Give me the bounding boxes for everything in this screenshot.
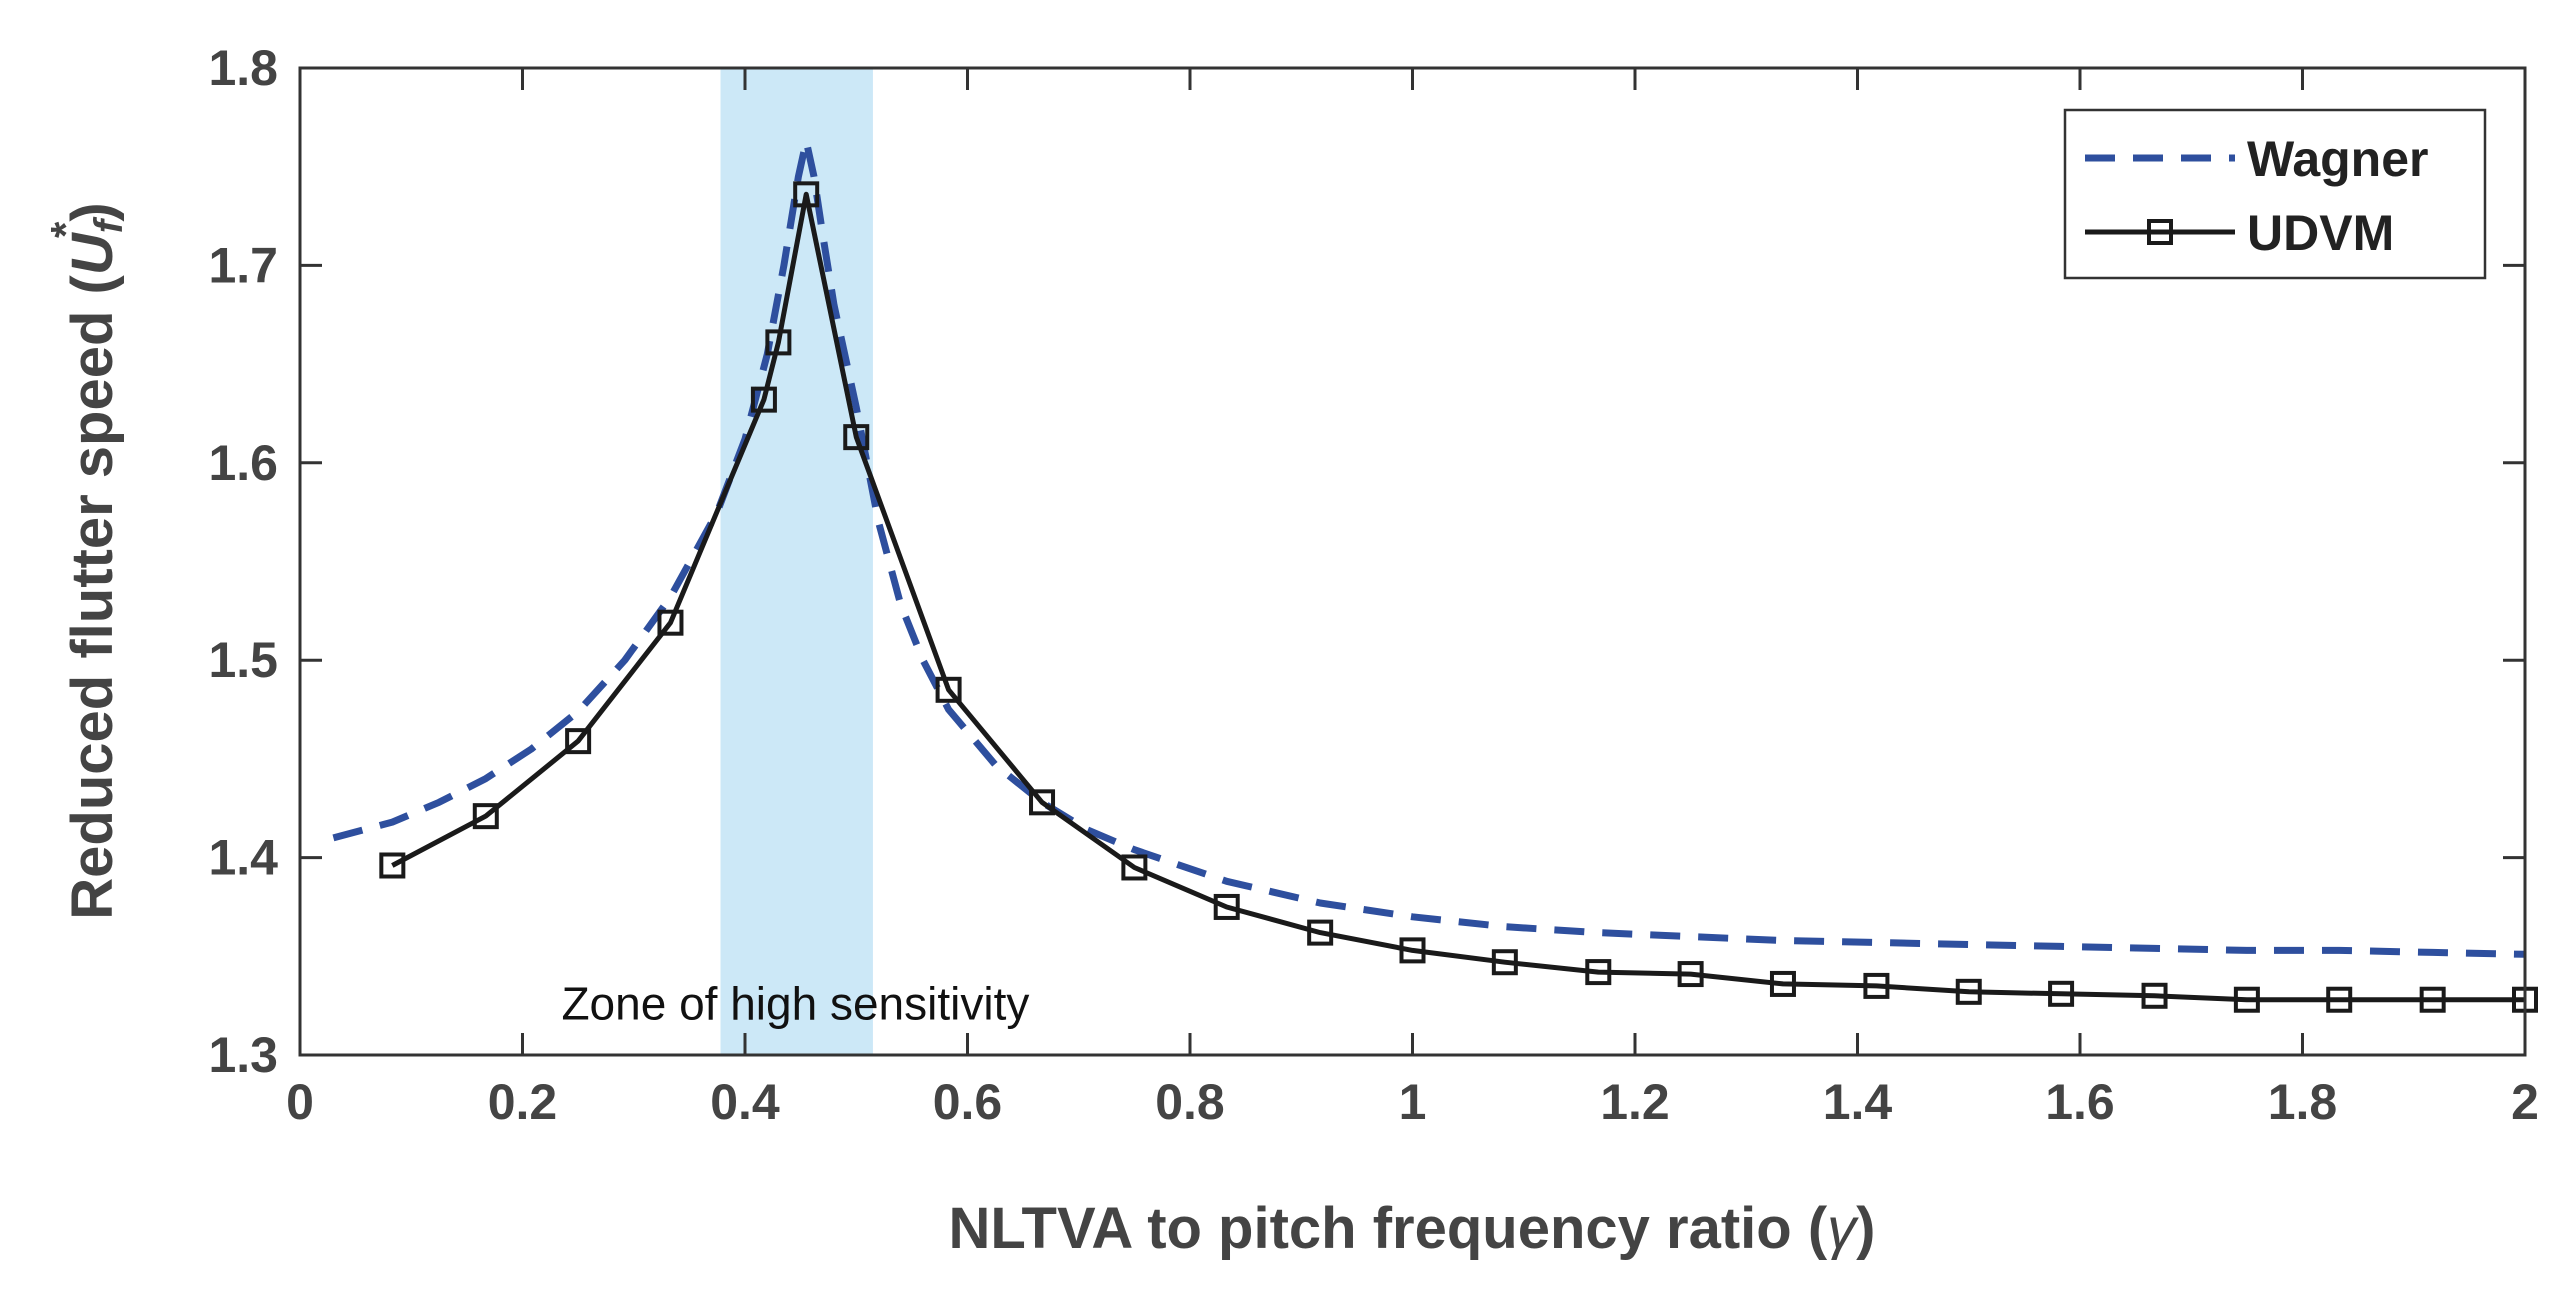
x-axis-title-main: NLTVA to pitch frequency ratio ( (949, 1196, 1828, 1261)
data-point-udvm (1585, 959, 1612, 986)
data-point-udvm (2419, 986, 2446, 1013)
data-point-udvm (1399, 937, 1426, 964)
data-point-udvm (472, 803, 499, 830)
legend: Wagner UDVM (2063, 108, 2487, 280)
data-point-udvm (2233, 986, 2260, 1013)
data-point-udvm (565, 728, 592, 755)
y-axis-title-main: Reduced flutter speed ( (60, 274, 125, 919)
zone-annotation: Zone of high sensitivity (561, 978, 1029, 1030)
data-point-udvm (1769, 970, 1796, 997)
x-tick-label: 1.6 (2045, 1074, 2115, 1130)
y-axis-title-close: ) (60, 202, 125, 221)
high-sensitivity-zone (720, 68, 873, 1055)
data-point-udvm (1491, 949, 1518, 976)
data-point-udvm (1677, 961, 1704, 988)
y-axis-title: Reduced flutter speed (Uf*) (42, 202, 131, 919)
x-tick-label: 0.2 (488, 1074, 558, 1130)
x-tick-label: 0 (286, 1074, 314, 1130)
data-point-udvm (1213, 893, 1240, 920)
y-tick-label: 1.6 (208, 435, 278, 491)
y-tick-label: 1.8 (208, 40, 278, 96)
data-point-udvm (1955, 978, 1982, 1005)
legend-label-udvm: UDVM (2247, 205, 2394, 261)
x-tick-label: 2 (2511, 1074, 2539, 1130)
data-point-udvm (2326, 986, 2353, 1013)
x-axis-title: NLTVA to pitch frequency ratio (γ) (949, 1196, 1876, 1261)
x-tick-label: 1.2 (1600, 1074, 1670, 1130)
y-axis-title-superscript: * (42, 221, 89, 238)
data-point-udvm (1863, 972, 1890, 999)
data-point-udvm (2048, 980, 2075, 1007)
series-line-wagner (332, 137, 2526, 958)
x-tick-label: 0.6 (933, 1074, 1003, 1130)
legend-box (2063, 108, 2487, 280)
data-point-udvm (379, 852, 406, 879)
data-point-udvm (793, 181, 820, 208)
legend-marker-udvm (2147, 219, 2173, 245)
y-axis-title-symbol: U (60, 231, 125, 275)
data-point-udvm (1307, 919, 1334, 946)
data-point-udvm (765, 329, 792, 356)
x-axis-title-close: ) (1856, 1196, 1875, 1261)
axis-ticks: 0 0.2 0.4 0.6 0.8 1 1.2 1.4 1.6 1.8 2 1.3 1.4 1.5 1.6 1… (208, 40, 2538, 1130)
data-point-udvm (2141, 982, 2168, 1009)
x-tick-label: 1 (1399, 1074, 1427, 1130)
y-tick-label: 1.7 (208, 237, 278, 293)
x-tick-label: 1.4 (1823, 1074, 1893, 1130)
data-point-udvm (843, 424, 870, 451)
data-point-udvm (1121, 854, 1148, 881)
legend-label-wagner: Wagner (2247, 131, 2429, 187)
data-point-udvm (657, 609, 684, 636)
y-tick-label: 1.5 (208, 632, 278, 688)
data-point-udvm (750, 386, 777, 413)
y-tick-label: 1.4 (208, 830, 278, 886)
y-axis-title-subscript: f (87, 216, 131, 233)
x-tick-label: 0.4 (710, 1074, 780, 1130)
y-tick-label: 1.3 (208, 1027, 278, 1083)
data-point-udvm (935, 676, 962, 703)
x-tick-label: 1.8 (2268, 1074, 2338, 1130)
x-axis-title-symbol: γ (1827, 1196, 1859, 1261)
x-tick-label: 0.8 (1155, 1074, 1225, 1130)
data-point-udvm (1029, 789, 1056, 816)
